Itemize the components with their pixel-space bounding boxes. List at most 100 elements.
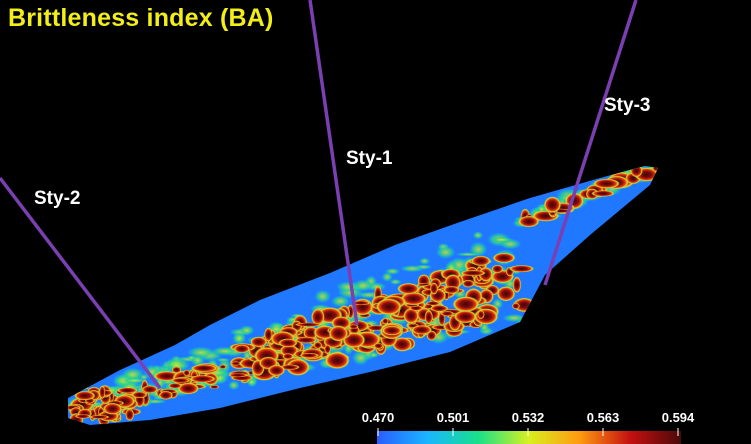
- texture-hot-patch: [99, 385, 106, 400]
- texture-speckle: [389, 278, 402, 285]
- texture-hot-patch: [512, 276, 522, 294]
- texture-hot-patch: [429, 304, 449, 312]
- texture-hot-patch: [74, 414, 91, 419]
- well-paths: [0, 0, 638, 390]
- colorbar: [377, 431, 681, 444]
- texture-hot-patch: [219, 364, 227, 370]
- texture-speckle: [352, 350, 370, 366]
- well-label-sty-1: Sty-1: [346, 148, 393, 169]
- texture-hot-patch: [492, 252, 516, 264]
- texture-hot-patch: [424, 309, 434, 325]
- texture-hot-patch: [282, 353, 294, 360]
- texture-speckle: [381, 272, 393, 282]
- texture-hot-patch: [381, 325, 403, 336]
- texture-speckle: [400, 265, 425, 273]
- texture-speckle: [472, 231, 484, 240]
- texture-hot-patch: [158, 390, 174, 400]
- texture-hot-patch: [278, 338, 298, 348]
- texture-hot-patch: [452, 296, 480, 313]
- colorbar-tick-label: 0.501: [436, 410, 470, 425]
- texture-hot-patch: [496, 285, 516, 302]
- texture-hot-patch: [443, 285, 460, 294]
- texture-hot-patch: [141, 385, 159, 394]
- texture-hot-patch: [543, 196, 562, 214]
- texture-hot-patch: [460, 269, 487, 277]
- texture-speckle: [368, 352, 379, 358]
- texture-hot-patch: [209, 384, 220, 389]
- texture-hot-patch: [294, 322, 323, 327]
- texture-hot-patch: [462, 279, 475, 288]
- texture-speckle: [121, 367, 145, 381]
- texture-hot-patch: [102, 402, 123, 415]
- texture-hot-patch: [311, 308, 325, 326]
- texture-hot-patch: [375, 298, 403, 316]
- texture-hot-patch: [170, 377, 191, 383]
- texture-hot-patch: [73, 390, 96, 401]
- figure-title: Brittleness index (BA): [8, 4, 274, 32]
- colorbar-tick-label: 0.532: [511, 410, 545, 425]
- texture-hot-patch: [491, 264, 504, 274]
- texture-hot-patch: [470, 255, 491, 267]
- texture-hot-patch: [324, 351, 350, 370]
- texture-speckle: [121, 377, 149, 384]
- well-path-sty-2: [0, 176, 162, 390]
- texture-hot-patch: [68, 385, 90, 391]
- texture-hot-patch: [171, 366, 182, 374]
- texture-hot-patch: [473, 308, 499, 325]
- texture-hot-patch: [294, 336, 318, 344]
- texture-speckle: [435, 245, 456, 259]
- texture-hot-patch: [511, 302, 520, 310]
- well-label-sty-2: Sty-2: [34, 188, 81, 209]
- texture-hot-patch: [190, 364, 218, 373]
- texture-hot-patch: [403, 307, 420, 324]
- texture-hot-patch: [279, 364, 300, 371]
- texture-hot-patch: [183, 369, 191, 377]
- texture-hot-patch: [453, 310, 478, 324]
- texture-hot-patch: [328, 325, 349, 342]
- texture-hot-patch: [411, 325, 433, 335]
- texture-hot-patch: [189, 374, 216, 383]
- texture-hot-patch: [131, 391, 148, 399]
- texture-hot-patch: [313, 341, 323, 349]
- texture-speckle: [232, 332, 247, 345]
- well-path-sty-1: [308, 0, 359, 326]
- texture-speckle: [330, 295, 350, 308]
- texture-speckle: [239, 325, 255, 336]
- texture-hot-patch: [167, 382, 183, 389]
- texture-hot-patch: [351, 300, 371, 306]
- texture-hot-patch: [429, 282, 439, 295]
- colorbar-tick-label: 0.563: [586, 410, 620, 425]
- texture-hot-patch: [397, 282, 420, 295]
- brittleness-blobs: [68, 166, 658, 425]
- texture-speckle: [314, 289, 332, 304]
- texture-hot-patch: [400, 291, 427, 306]
- texture-hot-patch: [629, 166, 643, 178]
- colorbar-tick-labels: 0.470 0.501 0.532 0.563 0.594: [0, 410, 751, 430]
- texture-speckle: [455, 252, 481, 257]
- texture-hot-patch: [348, 324, 359, 329]
- texture-hot-patch: [440, 310, 455, 317]
- texture-hot-patch: [116, 387, 139, 394]
- well-label-sty-3: Sty-3: [604, 95, 651, 116]
- texture-speckle: [187, 346, 215, 359]
- colorbar-tick-marks: [377, 428, 679, 436]
- texture-speckle: [228, 380, 240, 391]
- texture-hot-patch: [373, 342, 384, 349]
- brittleness-geobody: [68, 166, 658, 425]
- texture-hot-patch: [89, 414, 110, 420]
- colorbar-tick-label: 0.594: [661, 410, 695, 425]
- texture-speckle: [163, 356, 191, 373]
- texture-hot-patch: [592, 178, 621, 189]
- texture-hot-patch: [477, 310, 485, 320]
- texture-hot-patch: [250, 336, 268, 348]
- texture-hot-patch: [518, 215, 540, 228]
- texture-speckle: [490, 236, 514, 243]
- texture-hot-patch: [228, 373, 248, 378]
- texture-speckle: [419, 257, 430, 265]
- texture-speckle: [502, 313, 527, 323]
- texture-hot-patch: [233, 344, 251, 354]
- texture-speckle: [335, 281, 361, 293]
- colorbar-tick-label: 0.470: [361, 410, 395, 425]
- well-path-sty-3: [543, 0, 638, 286]
